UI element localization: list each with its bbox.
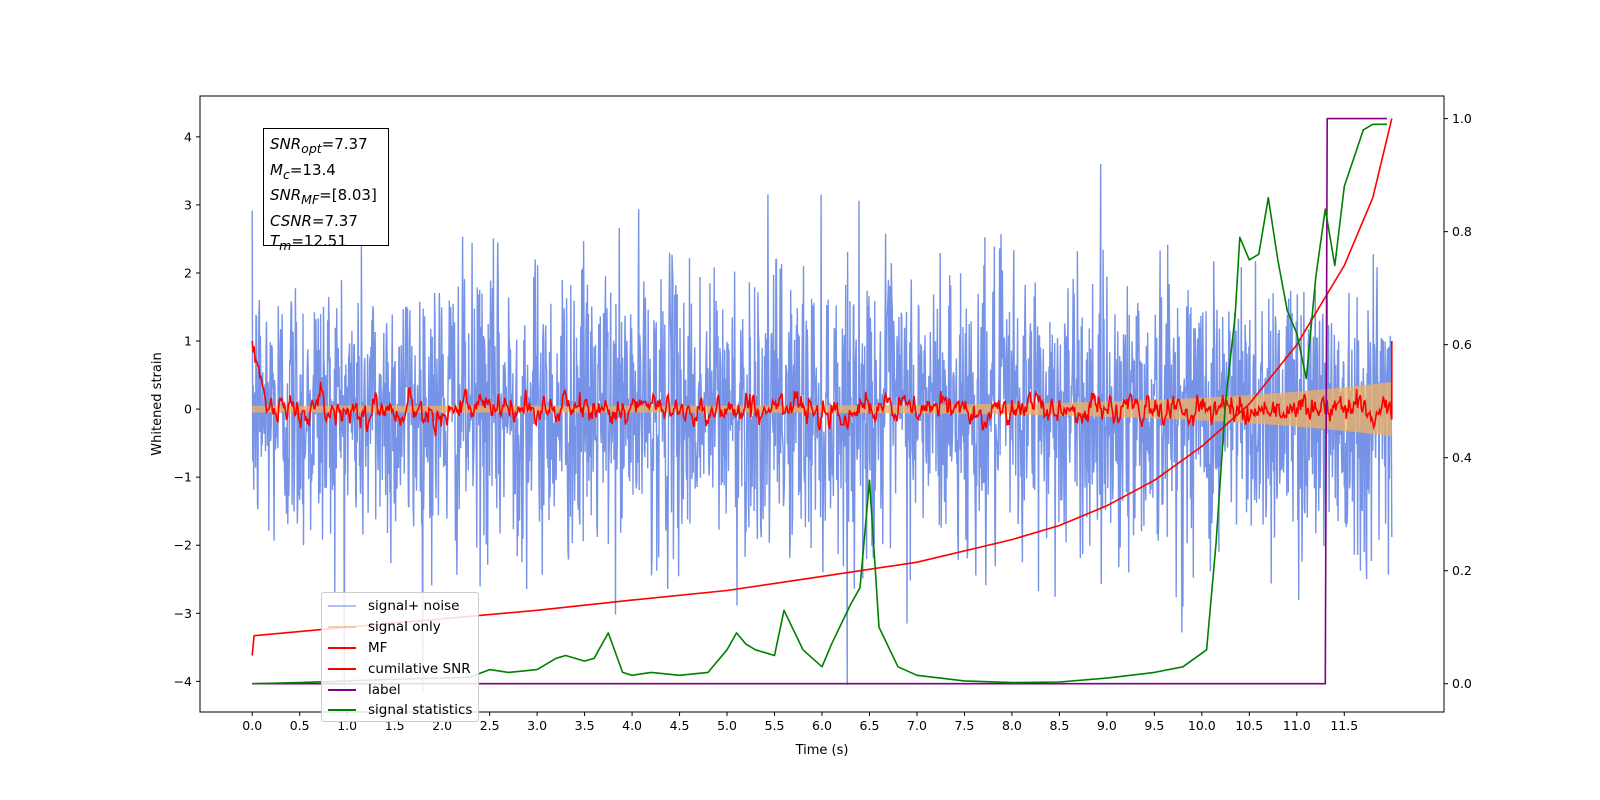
x-tick-label: 8.0 bbox=[1002, 718, 1022, 733]
series-label bbox=[252, 117, 1387, 685]
legend-swatch bbox=[328, 646, 356, 649]
legend-item-signal-statistics: signal statistics bbox=[328, 700, 478, 721]
x-tick-label: 0.0 bbox=[242, 718, 262, 733]
y-tick-label: −1 bbox=[174, 470, 192, 485]
series-signal-statistics bbox=[252, 123, 1387, 685]
x-tick-label: 3.5 bbox=[575, 718, 595, 733]
legend-item-cumulative-snr: cumilative SNR bbox=[328, 658, 478, 679]
legend-item-label: label bbox=[328, 679, 478, 700]
x-tick-label: 9.5 bbox=[1144, 718, 1164, 733]
y2-tick-label: 0.6 bbox=[1452, 337, 1472, 352]
x-tick-label: 4.5 bbox=[670, 718, 690, 733]
annotation-box: SNRopt=7.37 Mc=13.4 SNRMF=[8.03] CSNR=7.… bbox=[263, 128, 389, 253]
y-tick-label: 4 bbox=[184, 129, 192, 144]
y2-tick-label: 0.0 bbox=[1452, 676, 1472, 691]
annotation-snr-opt: SNRopt=7.37 bbox=[270, 135, 368, 156]
legend-item-signal-noise: signal+ noise bbox=[328, 596, 478, 617]
x-tick-label: 2.5 bbox=[480, 718, 500, 733]
x-tick-label: 4.0 bbox=[622, 718, 642, 733]
y-tick-label: 0 bbox=[184, 402, 192, 417]
annotation-snr-mf: SNRMF=[8.03] bbox=[270, 186, 377, 207]
y-tick-label: −3 bbox=[174, 606, 192, 621]
x-tick-label: 10.0 bbox=[1188, 718, 1216, 733]
series-mf bbox=[251, 340, 1393, 437]
y-axis-label: Whitened strain bbox=[150, 352, 165, 455]
x-tick-label: 7.0 bbox=[907, 718, 927, 733]
legend-swatch bbox=[328, 709, 356, 712]
x-tick-label: 5.0 bbox=[717, 718, 737, 733]
y-tick-label: 1 bbox=[184, 334, 192, 349]
x-tick-label: 9.0 bbox=[1097, 718, 1117, 733]
annotation-mc: Mc=13.4 bbox=[270, 160, 336, 182]
y-tick-label: 3 bbox=[184, 197, 192, 212]
y-tick-label: −4 bbox=[174, 674, 192, 689]
annotation-tm: Tm=12.51 bbox=[270, 232, 347, 253]
legend-swatch bbox=[328, 667, 356, 670]
x-tick-label: 7.5 bbox=[954, 718, 974, 733]
x-tick-label: 5.5 bbox=[765, 718, 785, 733]
x-axis-label: Time (s) bbox=[795, 743, 849, 758]
x-tick-label: 10.5 bbox=[1235, 718, 1263, 733]
series-signal-noise bbox=[251, 163, 1393, 692]
x-tick-label: 6.0 bbox=[812, 718, 832, 733]
legend-swatch bbox=[328, 605, 356, 608]
x-tick-label: 3.0 bbox=[527, 718, 547, 733]
y2-tick-label: 0.2 bbox=[1452, 563, 1472, 578]
legend: signal+ noise signal only MF cumilative … bbox=[321, 592, 479, 722]
y-tick-label: 2 bbox=[184, 265, 192, 280]
y2-tick-label: 0.4 bbox=[1452, 450, 1472, 465]
x-tick-label: 6.5 bbox=[860, 718, 880, 733]
legend-swatch bbox=[328, 688, 356, 691]
x-tick-label: 11.5 bbox=[1330, 718, 1358, 733]
y2-tick-label: 1.0 bbox=[1452, 111, 1472, 126]
y2-tick-label: 0.8 bbox=[1452, 224, 1472, 239]
x-tick-label: 0.5 bbox=[290, 718, 310, 733]
x-tick-label: 8.5 bbox=[1049, 718, 1069, 733]
legend-swatch bbox=[328, 626, 356, 629]
x-tick-label: 11.0 bbox=[1283, 718, 1311, 733]
legend-item-signal-only: signal only bbox=[328, 617, 478, 638]
annotation-csnr: CSNR=7.37 bbox=[270, 211, 358, 230]
legend-item-mf: MF bbox=[328, 638, 478, 659]
y-tick-label: −2 bbox=[174, 538, 192, 553]
